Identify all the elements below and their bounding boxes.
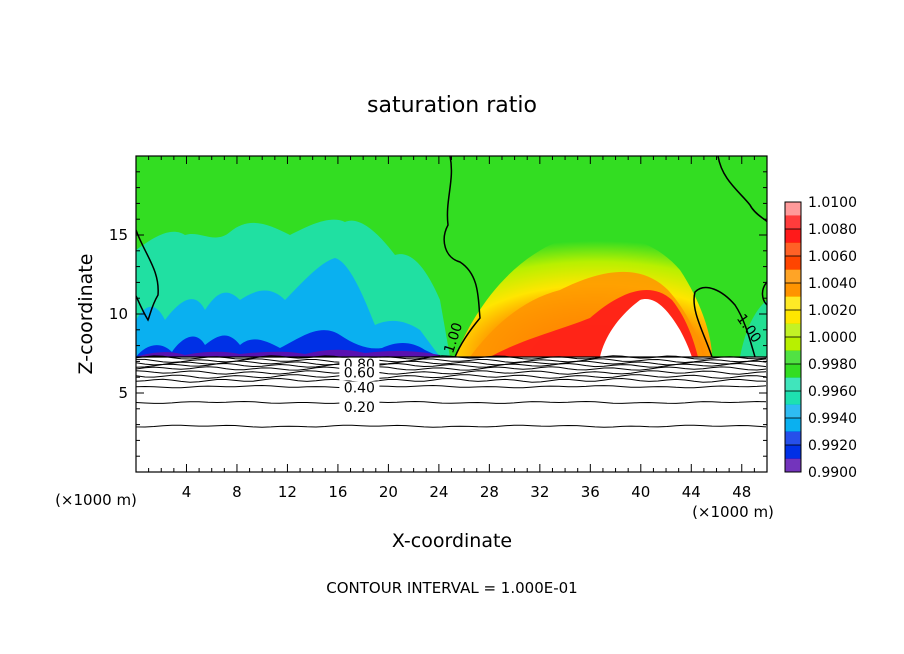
colorbar-band [785, 283, 801, 297]
x-tick-label: 8 [232, 483, 242, 501]
colorbar-label: 0.9940 [808, 411, 857, 427]
colorbar-label: 1.0060 [808, 249, 857, 265]
surface-contour-line [136, 400, 767, 404]
x-tick-label: 40 [631, 483, 650, 501]
colorbar-band [785, 323, 801, 338]
x-tick-label: 32 [530, 483, 549, 501]
colorbar-label: 0.9960 [808, 384, 857, 400]
colorbar: 1.0100 1.0080 1.0060 1.0040 1.0020 1.0000 0.99… [784, 195, 857, 481]
contour-labels: 0.800.600.400.201.00 1.00 [339, 311, 764, 416]
x-tick-label: 36 [581, 483, 600, 501]
max-region [600, 299, 692, 357]
y-axis-label: Z-coordinate [75, 254, 97, 375]
colorbar-band [785, 431, 801, 446]
colorbar-band [785, 310, 801, 324]
contour-1-right-dome [693, 286, 756, 357]
x-unit-left: (×1000 m) [55, 491, 137, 509]
colorbar-label: 0.9980 [808, 357, 857, 373]
contour-1-left-edge [136, 229, 159, 322]
surface-contour-line [136, 424, 767, 428]
colorbar-band [785, 242, 801, 257]
y-tick-label: 10 [109, 305, 128, 323]
colorbar-band [785, 404, 801, 419]
field-above-cloud [136, 156, 767, 357]
contour-label-bg [339, 366, 380, 381]
colorbar-band [785, 229, 801, 243]
colorbar-band [785, 296, 801, 311]
plot-area: 0.800.600.400.201.00 1.00 [136, 156, 767, 472]
y-tick-label: 15 [109, 226, 128, 244]
y-axis: 5 10 15 [109, 171, 767, 457]
y-tick-label: 5 [118, 384, 128, 402]
blue-region [136, 258, 440, 357]
x-tick-label: 20 [379, 483, 398, 501]
surface-contour-line [136, 366, 767, 371]
colorbar-label: 1.0000 [808, 330, 857, 346]
colorbar-band [785, 458, 801, 473]
x-tick-label: 44 [682, 483, 701, 501]
x-tick-label: 16 [328, 483, 347, 501]
surface-contour-line [136, 360, 767, 366]
colorbar-band [785, 418, 801, 432]
surface-contour-line [136, 384, 767, 389]
x-axis: 4 8 12 16 20 24 28 32 36 40 44 48 [148, 156, 755, 501]
colorbar-band [785, 215, 801, 230]
surface-contour-line [136, 362, 767, 368]
colorbar-label: 1.0080 [808, 222, 857, 238]
colorbar-band [785, 445, 801, 459]
x-unit-right: (×1000 m) [692, 503, 774, 521]
contour-1-right-edge [761, 281, 767, 306]
colorbar-band [785, 256, 801, 270]
surface-contour-line [136, 370, 767, 375]
colorbar-label: 0.9920 [808, 438, 857, 454]
contour-label-bg [339, 401, 380, 416]
colorbar-label: 0.9900 [808, 465, 857, 481]
x-tick-label: 24 [429, 483, 448, 501]
colorbar-band [785, 269, 801, 284]
surface-contour-line [136, 374, 767, 379]
colorbar-band [785, 337, 801, 351]
colorbar-band [785, 377, 801, 392]
chart-title: saturation ratio [367, 93, 537, 118]
contour-1-left-top [443, 156, 481, 357]
colorbar-band [785, 364, 801, 378]
x-tick-label: 28 [480, 483, 499, 501]
colorbar-band [785, 391, 801, 405]
contour-label: 0.40 [344, 380, 375, 396]
deep-blue-region [136, 330, 440, 357]
contour-label-bg [339, 381, 380, 396]
x-tick-label: 4 [182, 483, 192, 501]
contour-label: 0.60 [344, 365, 375, 381]
contour-interval-footer: CONTOUR INTERVAL = 1.000E-01 [326, 579, 577, 597]
contour-label: 0.20 [344, 400, 375, 416]
x-axis-label: X-coordinate [392, 530, 512, 552]
colorbar-label: 1.0100 [808, 195, 857, 211]
colorbar-label: 1.0020 [808, 303, 857, 319]
violet-fringe [136, 349, 440, 357]
colorbar-band [785, 350, 801, 365]
surface-contour-line [136, 377, 767, 383]
colorbar-label: 1.0040 [808, 276, 857, 292]
colorbar-band [785, 202, 801, 216]
x-tick-label: 48 [732, 483, 751, 501]
x-tick-label: 12 [278, 483, 297, 501]
